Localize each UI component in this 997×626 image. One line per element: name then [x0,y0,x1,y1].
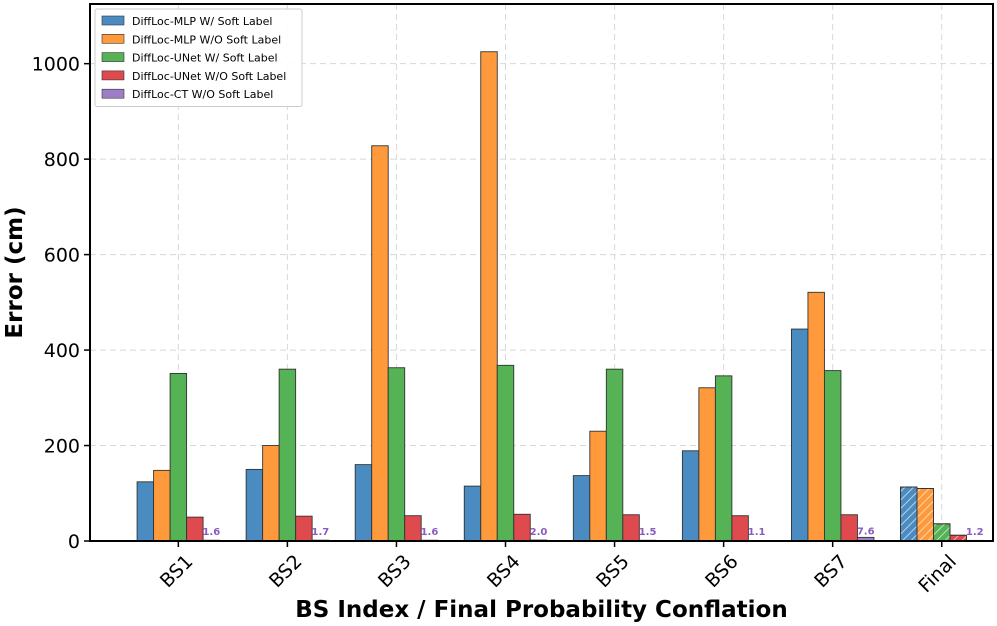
data-label: 1.1 [748,527,766,538]
x-tick-label: BS2 [265,551,307,593]
legend-swatch [101,52,125,62]
legend-label: DiffLoc-MLP W/ Soft Label [132,15,273,28]
bar [572,475,591,542]
x-axis-label: BS Index / Final Probability Conflation [295,597,788,623]
bar [807,291,825,542]
legend-swatch [101,88,125,99]
data-label: 1.6 [202,527,220,538]
bar [496,364,515,542]
data-label: 7.6 [857,526,875,537]
data-label: 1.2 [966,527,984,538]
x-tick-label: BS1 [156,551,198,593]
y-tick-label: 0 [68,531,80,553]
x-tick-label: BS5 [592,551,634,593]
bar [698,387,716,542]
y-tick-label: 400 [44,340,80,362]
data-label: 2.0 [530,527,548,538]
y-axis-ticks: 0 200 400 600 800 1000 [32,54,90,553]
legend-swatch [101,15,125,26]
bar [186,516,204,542]
data-label: 1.5 [639,527,657,538]
bar [169,373,188,542]
bar [513,513,531,542]
bar [262,445,280,542]
x-axis-ticks: BS1 BS2 BS3 BS4 BS5 BS6 BS7 Final [156,541,961,597]
bar-hatch [933,523,951,542]
data-labels: 1.6 1.7 1.6 2.0 1.5 1.1 7.6 1.2 [202,526,983,538]
bar [404,515,422,542]
bar-hatch [900,486,918,542]
legend-label: DiffLoc-CT W/O Soft Label [132,88,273,101]
plot-area-frame [89,3,994,542]
legend-label: DiffLoc-MLP W/O Soft Label [132,33,281,46]
bars [136,51,984,542]
x-tick-label: Final [914,551,961,598]
bar [245,468,264,542]
bar [731,515,749,542]
legend-label: DiffLoc-UNet W/O Soft Label [132,70,286,83]
bar [371,145,389,542]
bar [589,430,607,542]
bar [463,485,482,542]
x-tick-label: BS4 [483,551,525,593]
data-label: 1.7 [312,527,330,538]
y-axis-label: Error (cm) [2,206,28,338]
x-tick-label: BS3 [374,551,416,593]
bar [605,368,624,542]
legend-swatch [101,33,125,44]
y-tick-label: 800 [44,149,80,171]
bar [136,481,155,542]
bar [823,370,842,542]
legend-box [94,8,303,107]
legend: DiffLoc-MLP W/ Soft Label DiffLoc-MLP W/O… [94,8,303,107]
x-tick-label: BS7 [810,551,852,593]
bar [295,515,313,542]
legend-label: DiffLoc-UNet W/ Soft Label [132,52,278,65]
bar [840,514,858,542]
bar [153,469,171,542]
bar [480,51,498,542]
legend-swatch [101,70,125,81]
bar [790,328,809,542]
y-tick-label: 1000 [32,54,80,76]
y-tick-label: 600 [44,245,80,267]
bar [354,464,373,542]
bar [622,514,640,542]
y-tick-label: 200 [44,436,80,458]
data-label: 1.6 [421,527,439,538]
bar [387,367,406,542]
x-tick-label: BS6 [701,551,743,593]
bar-hatch [916,488,934,542]
bar [681,450,700,542]
bar [278,368,297,542]
bar [714,375,733,542]
